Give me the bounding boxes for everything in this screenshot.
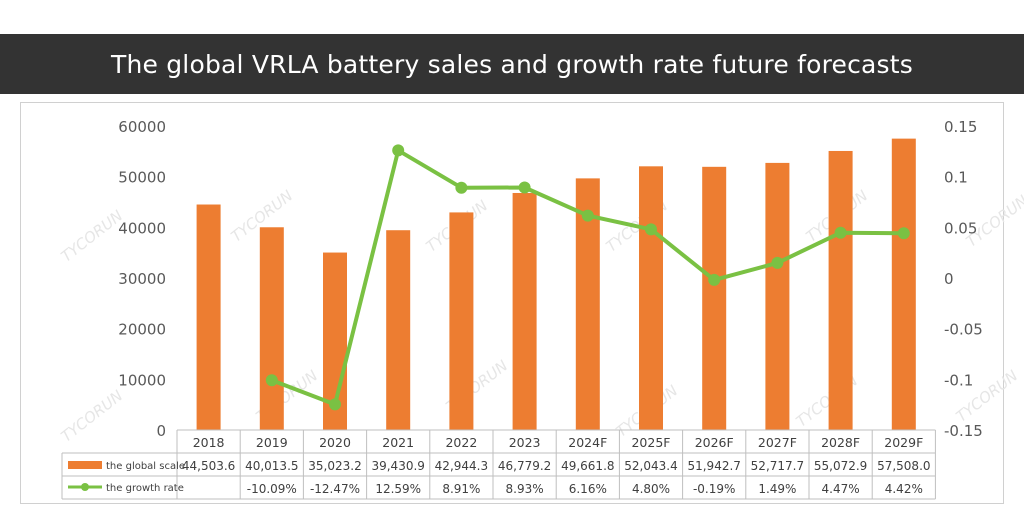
- line-point: [834, 226, 847, 239]
- line-point: [455, 181, 468, 194]
- y-right-tick-label: -0.1: [944, 371, 973, 389]
- data-label-growth: -0.19%: [693, 482, 735, 496]
- line-point: [645, 223, 657, 236]
- data-label-growth: 8.91%: [442, 482, 480, 496]
- x-tick-label: 2019: [256, 435, 288, 450]
- x-tick-label: 2022: [445, 435, 477, 450]
- data-label-scale: 52,717.7: [751, 459, 804, 473]
- line-point: [518, 181, 531, 194]
- data-label-growth: 1.49%: [758, 482, 796, 496]
- legend-label-line: the growth rate: [106, 483, 184, 494]
- data-label-growth: -10.09%: [247, 482, 297, 496]
- x-tick-label: 2026F: [695, 435, 734, 450]
- legend-swatch-bar: [68, 461, 102, 469]
- data-label-growth: 8.93%: [506, 482, 544, 496]
- watermark-0: TYCORUN: [58, 207, 127, 266]
- line-point: [897, 227, 910, 240]
- bar: [449, 212, 474, 430]
- data-label-growth: 4.80%: [632, 482, 670, 496]
- data-label-scale: 57,508.0: [877, 459, 930, 473]
- data-label-scale: 42,944.3: [435, 459, 488, 473]
- data-label-scale: 55,072.9: [814, 459, 867, 473]
- data-label-growth: 12.59%: [375, 482, 421, 496]
- x-tick-label: 2025F: [631, 435, 670, 450]
- data-label-scale: 39,430.9: [371, 459, 424, 473]
- bar: [386, 230, 411, 430]
- y-left-tick-label: 0: [156, 422, 166, 440]
- x-tick-label: 2020: [319, 435, 351, 450]
- y-left-tick-label: 20000: [118, 321, 166, 339]
- plot-frame: [20, 102, 1004, 504]
- y-right-tick-label: 0: [944, 270, 954, 288]
- bar: [891, 138, 916, 430]
- y-right-tick-label: -0.15: [944, 422, 983, 440]
- title-bar: The global VRLA battery sales and growth…: [0, 34, 1024, 94]
- line-point: [771, 256, 784, 269]
- x-tick-label: 2029F: [884, 435, 923, 450]
- line-point: [392, 144, 405, 157]
- legend-swatch-marker: [81, 483, 89, 491]
- bar: [702, 166, 727, 430]
- x-tick-label: 2018: [193, 435, 225, 450]
- data-label-scale: 51,942.7: [687, 459, 740, 473]
- y-right-tick-label: 0.1: [944, 169, 968, 187]
- data-label-growth: -12.47%: [310, 482, 360, 496]
- data-label-scale: 46,779.2: [498, 459, 551, 473]
- x-tick-label: 2024F: [568, 435, 607, 450]
- data-label-scale: 44,503.6: [182, 459, 235, 473]
- data-label-growth: 4.47%: [822, 482, 860, 496]
- bar: [828, 150, 853, 430]
- line-point: [708, 273, 721, 286]
- y-left-tick-label: 10000: [118, 371, 166, 389]
- line-point: [329, 398, 341, 411]
- bar: [639, 166, 663, 430]
- data-label-scale: 40,013.5: [245, 459, 298, 473]
- legend-label-bar: the global scale: [106, 461, 185, 472]
- y-left-tick-label: 30000: [118, 270, 166, 288]
- y-left-tick-label: 50000: [118, 169, 166, 187]
- y-left-tick-label: 40000: [118, 219, 166, 237]
- x-tick-label: 2021: [382, 435, 414, 450]
- watermark-6: TYCORUN: [58, 387, 127, 446]
- bar: [196, 204, 221, 430]
- bar: [765, 162, 790, 431]
- data-label-growth: 6.16%: [569, 482, 607, 496]
- y-right-tick-label: 0.15: [944, 118, 977, 136]
- chart-title: The global VRLA battery sales and growth…: [110, 49, 913, 79]
- x-tick-label: 2028F: [821, 435, 860, 450]
- data-label-scale: 52,043.4: [624, 459, 677, 473]
- bar: [259, 227, 284, 430]
- line-point: [581, 209, 594, 222]
- line-point: [265, 374, 278, 387]
- bar: [512, 192, 537, 430]
- y-right-tick-label: 0.05: [944, 219, 977, 237]
- data-label-scale: 35,023.2: [308, 459, 361, 473]
- y-left-tick-label: 60000: [118, 118, 166, 136]
- x-tick-label: 2027F: [758, 435, 797, 450]
- y-right-tick-label: -0.05: [944, 321, 983, 339]
- data-label-scale: 49,661.8: [561, 459, 614, 473]
- data-label-growth: 4.42%: [885, 482, 923, 496]
- x-tick-label: 2023: [509, 435, 541, 450]
